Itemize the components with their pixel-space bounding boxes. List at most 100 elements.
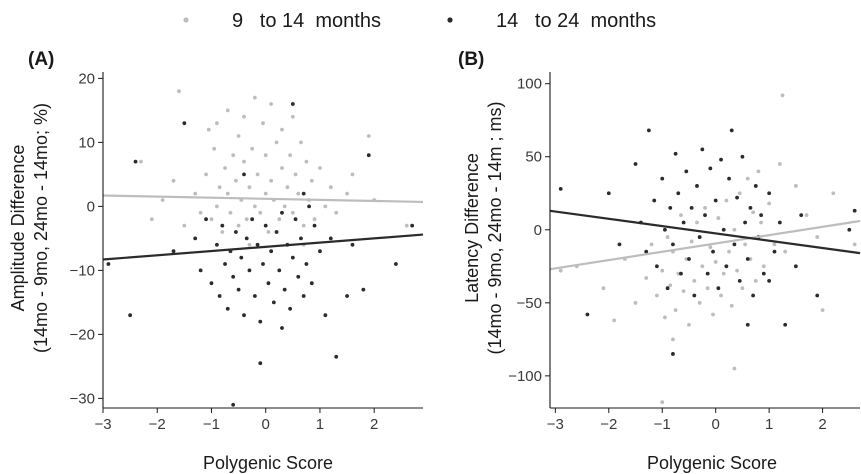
panel-b-point-14-24 xyxy=(716,286,721,291)
panel-a-point-9-14 xyxy=(139,159,143,164)
panel-b-point-14-24 xyxy=(732,242,737,247)
panel-a-point-9-14 xyxy=(242,159,246,164)
panel-b-y-tick-label: 0 xyxy=(534,222,542,239)
panel-b-point-14-24 xyxy=(617,242,622,247)
panel-b-point-14-24 xyxy=(748,205,753,210)
panel-a-point-9-14 xyxy=(223,166,227,170)
panel-a-fit-line-14-24 xyxy=(102,233,424,261)
panel-a-y-axis-title-line1: Amplitude Difference xyxy=(8,145,28,312)
panel-b-point-14-24 xyxy=(679,271,683,276)
panel-a-point-14-24 xyxy=(301,294,306,298)
panel-b-point-9-14 xyxy=(740,286,745,291)
panel-a-point-9-14 xyxy=(242,114,246,119)
panel-b-point-14-24 xyxy=(668,205,673,210)
panel-b-point-9-14 xyxy=(831,191,836,196)
panel-a-point-14-24 xyxy=(239,255,244,260)
panel-a-point-14-24 xyxy=(252,294,257,298)
panel-b-point-9-14 xyxy=(820,308,825,313)
panel-b-point-9-14 xyxy=(761,264,766,269)
panel-b-point-14-24 xyxy=(684,169,689,174)
panel-a-point-9-14 xyxy=(293,172,298,177)
panel-b-point-9-14 xyxy=(743,242,747,247)
panel-b-point-9-14 xyxy=(660,400,665,405)
panel-a-point-14-24 xyxy=(334,354,339,359)
panel-a-point-9-14 xyxy=(280,127,284,132)
panel-a-point-9-14 xyxy=(217,185,222,190)
panel-b-point-9-14 xyxy=(558,268,563,273)
panel-a-point-14-24 xyxy=(361,287,366,292)
panel-b-point-14-24 xyxy=(740,154,745,159)
panel-b-point-14-24 xyxy=(815,293,820,298)
panel-b-point-9-14 xyxy=(676,271,681,276)
panel-a-point-14-24 xyxy=(293,217,298,222)
panel-b-point-14-24 xyxy=(721,227,726,232)
panel-a-point-14-24 xyxy=(261,262,265,266)
panel-a-point-9-14 xyxy=(304,159,309,164)
panel-b-point-9-14 xyxy=(729,303,734,308)
panel-b-y-tick-label: 50 xyxy=(525,149,542,166)
panel-b-point-14-24 xyxy=(676,191,681,196)
panel-a-point-14-24 xyxy=(366,153,371,158)
panel-b-point-9-14 xyxy=(644,276,649,280)
panel-b-x-ticks: −3 −2 −1 0 1 2 xyxy=(547,408,827,433)
panel-a-point-14-24 xyxy=(242,172,246,177)
panel-a-point-9-14 xyxy=(280,166,284,170)
panel-b-point-14-24 xyxy=(673,151,678,156)
panel-a-point-9-14 xyxy=(404,223,409,228)
panel-a-point-9-14 xyxy=(266,230,271,234)
panel-b-point-9-14 xyxy=(673,308,678,313)
panel-b-point-9-14 xyxy=(780,93,785,98)
panel-b-point-14-24 xyxy=(646,128,651,133)
panel-a-point-9-14 xyxy=(225,191,230,196)
panel-a-y-axis-title-line2: (14mo - 9mo, 24mo - 14mo; %) xyxy=(31,103,51,353)
panel-a-point-9-14 xyxy=(206,127,211,132)
panel-a-point-14-24 xyxy=(277,268,282,273)
panel-b-point-9-14 xyxy=(649,242,654,247)
panel-b-point-14-24 xyxy=(633,162,638,166)
panel-a-points xyxy=(106,89,415,407)
panel-a-point-14-24 xyxy=(318,249,322,254)
panel-a-point-9-14 xyxy=(345,191,349,196)
panel-b-point-9-14 xyxy=(815,235,820,239)
panel-a-point-14-24 xyxy=(247,268,252,273)
panel-b-point-14-24 xyxy=(799,213,804,218)
panel-a-point-14-24 xyxy=(312,223,317,228)
panel-b-fit-line-9-14 xyxy=(549,219,861,271)
panel-b-y-axis-title-line2: (14mo - 9mo, 24mo - 14m ; ms) xyxy=(485,101,505,354)
panel-b-point-14-24 xyxy=(665,286,670,291)
panel-a-point-9-14 xyxy=(277,217,282,222)
panel-b-point-14-24 xyxy=(703,213,707,218)
panel-b-point-14-24 xyxy=(652,198,657,203)
panel-a-point-14-24 xyxy=(106,262,111,266)
panel-a-point-14-24 xyxy=(223,262,227,266)
panel-b-point-9-14 xyxy=(671,337,675,342)
panel-a-point-9-14 xyxy=(209,217,214,222)
panel-b-x-tick-label: 0 xyxy=(712,416,720,433)
panel-a-point-14-24 xyxy=(274,230,279,234)
panel-b-x-tick-label: −3 xyxy=(547,416,564,433)
panel-a-point-14-24 xyxy=(258,319,263,324)
panel-a-point-14-24 xyxy=(282,287,287,292)
panel-a-point-14-24 xyxy=(269,249,274,254)
panel-b-y-axis-title-line1: Latency Difference xyxy=(462,153,482,303)
panel-a-y-tick-label: −10 xyxy=(70,262,95,279)
panel-a-point-9-14 xyxy=(255,172,260,177)
panel-a-point-14-24 xyxy=(309,281,314,286)
legend-label-9-14: 9 to 14 months xyxy=(232,10,381,32)
panel-b-point-14-24 xyxy=(606,191,611,196)
panel-b-point-14-24 xyxy=(745,257,750,261)
panel-a-y-ticks: −30 −20 −10 0 10 20 xyxy=(70,70,103,407)
panel-b-point-9-14 xyxy=(663,315,667,320)
panel-a-point-9-14 xyxy=(288,153,293,158)
panel-a-point-9-14 xyxy=(350,172,355,177)
panel-a-point-9-14 xyxy=(231,153,236,158)
panel-b-point-9-14 xyxy=(687,322,691,327)
panel-b-point-9-14 xyxy=(756,169,761,174)
panel-a-point-14-24 xyxy=(236,287,241,292)
panel-b-point-14-24 xyxy=(793,264,798,269)
panel-a-point-14-24 xyxy=(244,236,249,241)
panel-a-point-9-14 xyxy=(282,204,287,209)
panel-a-point-14-24 xyxy=(204,217,208,222)
panel-a-point-14-24 xyxy=(328,236,333,241)
